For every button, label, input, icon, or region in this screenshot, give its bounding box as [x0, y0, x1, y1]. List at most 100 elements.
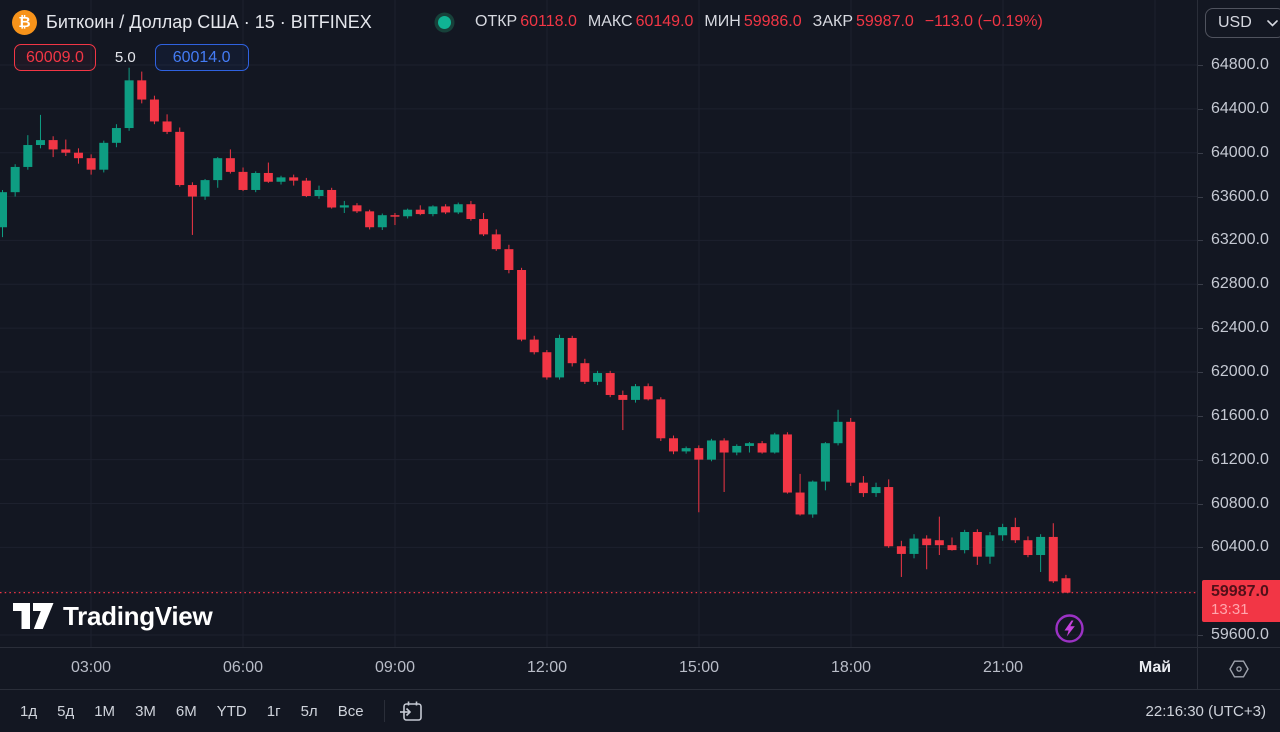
- candle-body: [403, 209, 413, 217]
- candle-body: [428, 206, 438, 215]
- candle-body: [681, 448, 691, 452]
- price-axis-label: 59600.0: [1211, 626, 1269, 644]
- candle-body: [35, 140, 45, 146]
- candle-body: [517, 269, 527, 340]
- price-axis-tick: [1198, 547, 1203, 549]
- price-axis[interactable]: 59987.0 13:31 64800.0 64400.0 64000.0 63600…: [1197, 0, 1280, 647]
- candle-body: [301, 180, 311, 197]
- candle-body: [947, 545, 957, 551]
- range-button-1д[interactable]: 1д: [10, 698, 47, 725]
- price-axis-label: 60400.0: [1211, 538, 1269, 556]
- candle-body: [365, 211, 375, 228]
- price-axis-label: 63600.0: [1211, 187, 1269, 205]
- candle-body: [555, 337, 565, 378]
- candle-body: [795, 492, 805, 515]
- change-value: −113.0 (−0.19%): [924, 13, 1043, 30]
- candle-body: [86, 158, 96, 170]
- candle-body: [339, 205, 349, 208]
- tradingview-logo[interactable]: TradingView: [13, 601, 213, 632]
- candle-body: [985, 535, 995, 557]
- candle-body: [124, 80, 134, 129]
- ask-button[interactable]: 60014.0: [154, 44, 249, 71]
- candle-body: [1010, 527, 1020, 541]
- chart-plot-area[interactable]: [0, 0, 1197, 647]
- candle-body: [187, 185, 197, 197]
- candle-body: [0, 192, 7, 228]
- symbol-header: ₿ Биткоин / Доллар США · 15 · BITFINEX О…: [12, 7, 1043, 37]
- candle-body: [656, 399, 666, 439]
- candle-body: [631, 386, 640, 400]
- range-button-5д[interactable]: 5д: [47, 698, 84, 725]
- candle-body: [732, 445, 742, 453]
- axis-settings-corner[interactable]: [1197, 648, 1280, 689]
- close-value: ЗАКР 59987.0: [812, 13, 914, 30]
- candle-body: [1023, 540, 1033, 556]
- candle-body: [225, 158, 235, 172]
- range-button-6M[interactable]: 6M: [166, 698, 207, 725]
- calendar-goto-icon: [399, 701, 422, 721]
- candle-body: [643, 386, 653, 400]
- candle-body: [833, 421, 843, 444]
- clock-timezone-button[interactable]: 22:16:30 (UTC+3): [1145, 702, 1266, 720]
- range-button-1M[interactable]: 1M: [84, 698, 125, 725]
- candle-body: [1048, 536, 1058, 582]
- range-button-3M[interactable]: 3M: [125, 698, 166, 725]
- price-axis-tick: [1198, 196, 1203, 198]
- candle-body: [605, 373, 615, 395]
- range-button-5л[interactable]: 5л: [291, 698, 328, 725]
- candle-body: [390, 215, 400, 217]
- candle-body: [238, 171, 248, 190]
- time-axis[interactable]: 03:00 06:00 09:00 12:00 15:00 18:00 21:00 Май: [0, 647, 1280, 689]
- candle-body: [960, 532, 970, 551]
- range-selector: 1д 5д 1M 3M 6M YTD 1г 5л Все: [10, 698, 374, 725]
- hexagon-settings-icon: [1229, 660, 1249, 677]
- price-axis-tick: [1198, 371, 1203, 373]
- price-axis-label: 62400.0: [1211, 319, 1269, 337]
- bottom-toolbar: 1д 5д 1M 3M 6M YTD 1г 5л Все 22:16:30 (UTC+3): [0, 689, 1280, 732]
- market-status-dot[interactable]: [438, 15, 451, 29]
- candle-body: [137, 80, 147, 100]
- candle-body: [441, 206, 451, 213]
- range-button-Все[interactable]: Все: [328, 698, 374, 725]
- candle-body: [618, 394, 628, 400]
- currency-label: USD: [1218, 14, 1252, 31]
- price-axis-tick: [1198, 459, 1203, 461]
- candle-body: [263, 172, 273, 182]
- open-value: ОТКР 60118.0: [475, 13, 577, 30]
- range-button-YTD[interactable]: YTD: [207, 698, 257, 725]
- candle-body: [820, 443, 830, 482]
- low-value: МИН 59986.0: [704, 13, 802, 30]
- instant-trading-button[interactable]: [1052, 611, 1087, 646]
- price-axis-label: 63200.0: [1211, 231, 1269, 249]
- candle-body: [871, 487, 881, 494]
- time-axis-label: 18:00: [830, 659, 872, 676]
- time-axis-label: 15:00: [678, 659, 720, 676]
- go-to-date-button[interactable]: [395, 695, 428, 728]
- candle-body: [808, 481, 818, 515]
- candle-body: [757, 443, 767, 453]
- candle-body: [706, 440, 716, 460]
- candle-body: [782, 434, 792, 493]
- candle-body: [922, 538, 932, 546]
- bid-ask-row: 60009.0 5.0 60014.0: [14, 44, 249, 71]
- candle-body: [884, 487, 894, 547]
- candle-body: [719, 440, 729, 453]
- candle-body: [415, 209, 425, 215]
- candle-body: [10, 166, 20, 193]
- currency-toggle-button[interactable]: USD: [1205, 8, 1280, 38]
- symbol-title[interactable]: Биткоин / Доллар США · 15 · BITFINEX: [46, 11, 372, 32]
- candlestick-chart[interactable]: [0, 0, 1197, 647]
- range-button-1г[interactable]: 1г: [257, 698, 291, 725]
- price-axis-tick: [1198, 415, 1203, 417]
- time-axis-label: 21:00: [982, 659, 1024, 676]
- price-axis-tick: [1198, 65, 1203, 66]
- price-axis-tick: [1198, 284, 1203, 286]
- bid-button[interactable]: 60009.0: [14, 44, 96, 71]
- candle-body: [73, 152, 83, 159]
- candle-body: [580, 363, 590, 382]
- price-axis-label: 61200.0: [1211, 450, 1269, 468]
- price-axis-tick: [1198, 635, 1203, 637]
- ohlc-readout: ОТКР 60118.0 МАКС 60149.0 МИН 59986.0 ЗАКР 5…: [475, 13, 1043, 31]
- candle-body: [466, 204, 476, 220]
